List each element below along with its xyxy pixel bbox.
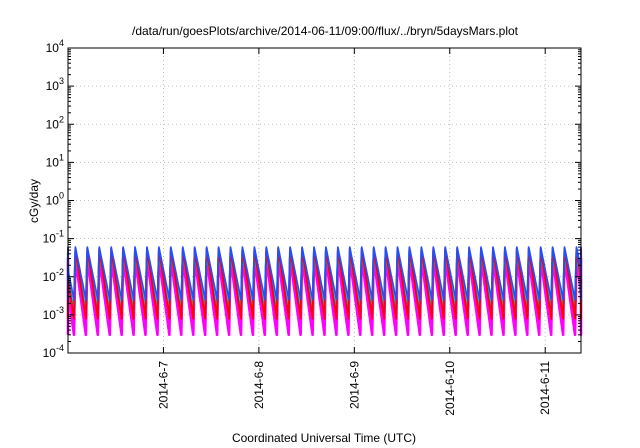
y-tick-label: 10-4 [43,343,64,360]
y-tick-label: 10-2 [43,267,64,284]
y-tick-label: 10-1 [43,229,64,246]
y-tick-label: 100 [46,191,64,208]
series-line [66,257,583,337]
chart-title: /data/run/goesPlots/archive/2014-06-11/0… [132,24,519,38]
x-tick-label: 2014-6-10 [443,361,457,416]
x-axis-label: Coordinated Universal Time (UTC) [232,431,416,445]
y-tick-label: 101 [46,152,64,169]
y-tick-label: 10-3 [43,305,64,322]
x-tick-label: 2014-6-11 [538,361,552,415]
x-tick-label: 2014-6-8 [252,361,266,409]
y-tick-label: 103 [46,76,64,93]
y-axis: 10-4 10-3 10-2 10-1 100 101 102 103 104 [43,38,581,360]
y-tick-label: 104 [46,38,64,55]
series-line [67,247,582,320]
series-group [66,246,583,337]
x-tick-label: 2014-6-7 [156,361,170,409]
y-axis-label: cGy/day [27,179,41,223]
series-line [67,246,582,301]
y-tick-label: 102 [46,114,64,131]
x-tick-label: 2014-6-9 [347,361,361,409]
x-axis: 2014-6-7 2014-6-8 2014-6-9 2014-6-10 2014-6-… [156,48,552,416]
